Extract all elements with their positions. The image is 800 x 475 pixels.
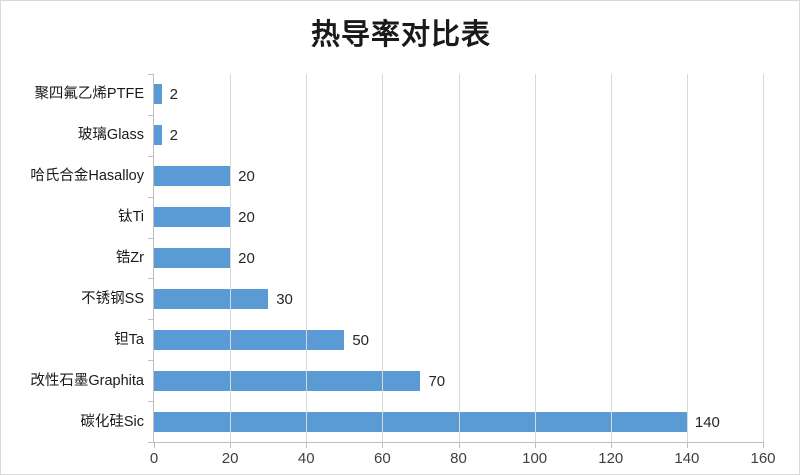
bar-value-label-5: 30 (276, 290, 293, 308)
gridline-100 (534, 74, 536, 442)
x-tick-100 (534, 443, 536, 448)
bar-value-label-4: 20 (238, 250, 255, 267)
y-tick-6 (148, 319, 154, 321)
bar-4[interactable] (154, 248, 231, 268)
y-tick-9 (148, 442, 154, 443)
gridline-160 (763, 74, 764, 442)
category-label-0: 聚四氟乙烯PTFE (34, 86, 144, 103)
x-tick-label-60: 60 (374, 450, 391, 467)
x-tick-120 (610, 443, 612, 448)
bar-2[interactable] (154, 166, 231, 187)
x-tick-label-120: 120 (598, 450, 624, 467)
category-label-4: 锆Zr (115, 250, 144, 266)
category-label-3: 钛Ti (117, 209, 144, 226)
bar-value-label-2: 20 (238, 168, 255, 186)
bar-value-label-8: 140 (694, 413, 720, 431)
bar-value-label-6: 50 (352, 331, 369, 349)
x-tick-160 (763, 443, 764, 448)
x-tick-20 (230, 443, 232, 448)
y-tick-0 (148, 74, 154, 75)
category-label-6: 钽Ta (114, 331, 144, 348)
x-tick-label-140: 140 (674, 450, 700, 467)
category-label-7: 改性石墨Graphita (30, 372, 144, 389)
x-tick-label-40: 40 (297, 450, 315, 467)
x-tick-0 (154, 443, 155, 448)
y-axis-line (153, 74, 154, 443)
x-tick-label-160: 160 (750, 450, 776, 467)
gridline-60 (382, 74, 384, 442)
gridline-20 (230, 74, 232, 442)
x-tick-60 (382, 443, 384, 448)
y-tick-3 (148, 196, 154, 198)
x-tick-label-0: 0 (149, 450, 159, 467)
bar-0[interactable] (154, 84, 162, 105)
category-label-2: 哈氏合金Hasalloy (30, 168, 144, 185)
category-label-5: 不锈钢SS (81, 290, 144, 307)
bar-value-label-3: 20 (238, 209, 255, 227)
x-tick-label-80: 80 (450, 450, 467, 467)
x-tick-label-100: 100 (522, 450, 548, 467)
y-tick-4 (148, 237, 154, 239)
bar-value-label-7: 70 (428, 372, 446, 390)
bar-3[interactable] (154, 207, 231, 228)
y-tick-2 (148, 155, 154, 157)
y-tick-8 (148, 401, 154, 403)
bar-1[interactable] (154, 125, 162, 146)
category-label-8: 碳化硅Sic (80, 413, 144, 430)
gridline-40 (306, 74, 308, 442)
gridline-120 (610, 74, 612, 442)
bar-8[interactable] (154, 411, 687, 432)
gridline-140 (686, 74, 688, 442)
plot-area: 2 2 20 20 20 30 50 70 140 (154, 74, 764, 442)
y-tick-1 (148, 114, 154, 116)
bar-value-label-1: 2 (169, 127, 178, 145)
gridline-80 (458, 74, 460, 442)
x-tick-label-20: 20 (221, 450, 239, 467)
category-label-1: 玻璃Glass (77, 127, 144, 144)
chart-title: 热导率对比表 (310, 19, 491, 51)
bar-6[interactable] (154, 329, 345, 350)
x-tick-80 (458, 443, 460, 448)
x-tick-40 (306, 443, 308, 448)
bar-5[interactable] (154, 288, 269, 309)
bar-7[interactable] (154, 370, 421, 391)
y-tick-7 (148, 360, 154, 362)
y-tick-5 (148, 278, 154, 280)
x-tick-140 (686, 443, 688, 448)
x-axis-line (154, 442, 764, 443)
bar-value-label-0: 2 (169, 86, 178, 104)
